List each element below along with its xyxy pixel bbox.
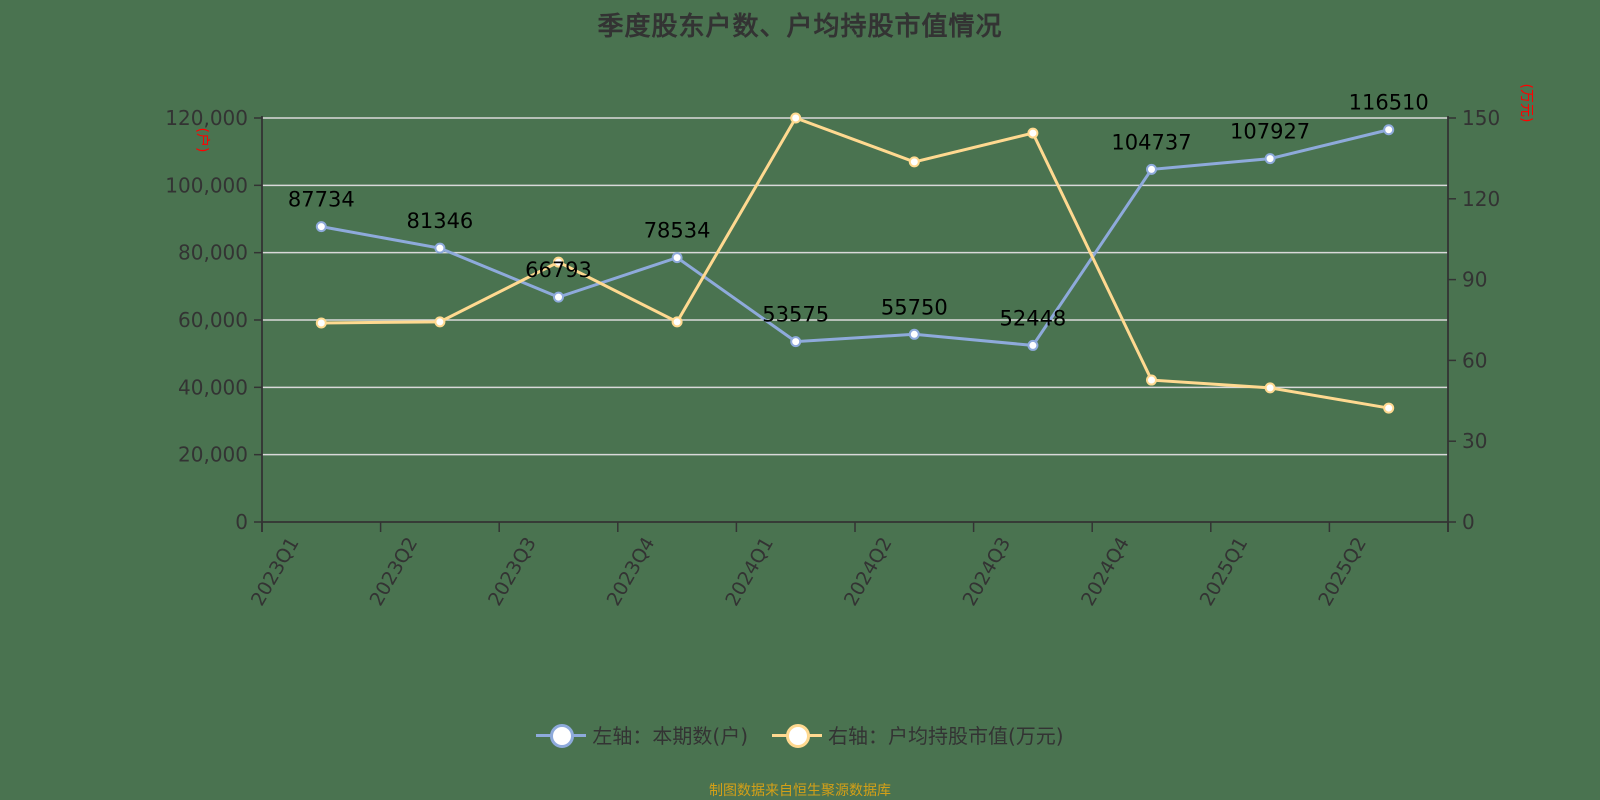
x-axis-category-label: 2024Q4 [1077,534,1134,610]
gridlines [262,117,1448,456]
x-axis-category-label: 2024Q3 [958,534,1015,610]
data-label: 87734 [288,188,355,212]
left-axis-unit: (户) [194,128,211,153]
right-axis-tick-label: 120 [1462,187,1500,211]
series-lines [315,112,1395,414]
left-axis-tick-label: 20,000 [178,443,248,467]
x-axis-category-label: 2023Q2 [365,534,422,610]
x-axis-category-label: 2025Q2 [1314,534,1371,610]
left-axis-tick-label: 120,000 [165,106,248,130]
legend-line-circle-icon [772,722,822,748]
data-point[interactable] [553,291,564,303]
data-point[interactable] [1027,339,1039,351]
data-label: 66793 [525,258,592,282]
legend-line-circle-icon [536,722,587,748]
data-label: 52448 [999,306,1066,330]
right-axis-tick-label: 60 [1462,348,1487,372]
data-point[interactable] [553,256,564,268]
data-point[interactable] [1146,374,1157,386]
data-point[interactable] [1146,163,1157,175]
data-point[interactable] [1264,153,1276,165]
x-axis-category-label: 2025Q1 [1196,534,1253,610]
data-point[interactable] [671,252,683,264]
source-footer: 制图数据来自恒生聚源数据库 [709,783,891,799]
series-line-left [321,128,1390,348]
data-point[interactable] [315,317,327,329]
right-axis-tick-label: 30 [1462,429,1487,453]
axes: 0 20,000 40,000 60,000 80,000 100,000 120,000 0… [165,84,1534,610]
left-axis-tick-label: 40,000 [178,375,248,399]
x-axis-category-label: 2023Q3 [484,534,541,610]
data-point[interactable] [315,221,327,233]
x-axis-category-label: 2023Q1 [247,534,304,610]
data-labels: 87734 81346 66793 78534 53575 55750 52448 10473… [288,91,1429,331]
legend-label: 左轴：本期数(户) [592,724,748,748]
legend-label: 右轴：户均持股市值(万元) [828,724,1064,748]
legend-item-right-axis[interactable]: 右轴：户均持股市值(万元) [772,720,1064,749]
x-axis-category-label: 2024Q1 [721,534,778,610]
left-axis-tick-label: 0 [235,510,248,534]
legend: 左轴：本期数(户) 右轴：户均持股市值(万元) [0,720,1600,749]
right-axis-tick-label: 90 [1462,268,1487,292]
data-point[interactable] [671,316,683,328]
data-point[interactable] [1027,127,1039,139]
data-point[interactable] [434,316,446,328]
data-label: 81346 [406,209,473,233]
data-label: 53575 [762,303,829,327]
data-label: 78534 [644,219,711,243]
left-axis-tick-label: 80,000 [178,241,248,265]
data-point[interactable] [908,328,920,340]
data-label: 116510 [1349,91,1429,115]
data-point[interactable] [790,336,802,348]
left-axis-tick-label: 100,000 [165,173,248,197]
series-line-right [321,116,1389,410]
x-axis-category-label: 2023Q4 [603,534,660,610]
data-label: 55750 [881,295,948,319]
data-point[interactable] [908,156,920,168]
chart-title: 季度股东户数、户均持股市值情况 [597,12,1003,42]
x-axis-category-label: 2024Q2 [840,534,897,610]
data-point[interactable] [1383,124,1395,136]
data-point[interactable] [1383,402,1395,414]
data-point[interactable] [1264,382,1276,394]
legend-item-left-axis[interactable]: 左轴：本期数(户) [536,720,748,749]
data-label: 104737 [1111,130,1191,154]
data-point[interactable] [790,112,802,124]
data-label: 107927 [1230,120,1310,144]
right-axis-unit: (万元) [1518,84,1534,123]
right-axis-tick-label: 0 [1462,510,1475,534]
data-point[interactable] [434,242,446,254]
left-axis-tick-label: 60,000 [178,308,248,332]
right-axis-tick-label: 150 [1462,106,1500,130]
